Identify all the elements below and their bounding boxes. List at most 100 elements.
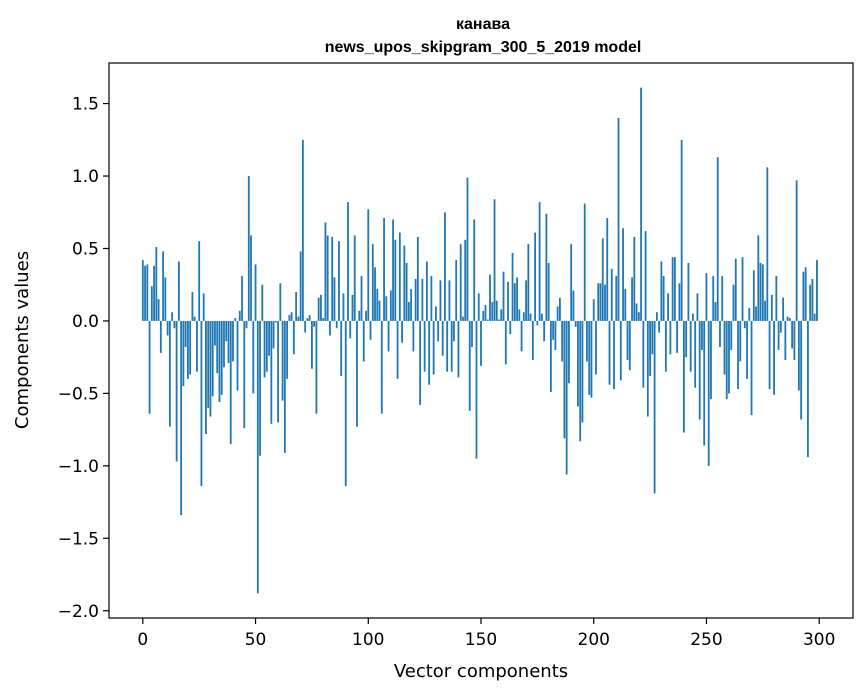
bar [162,251,165,321]
bar [475,320,478,459]
bar [549,320,552,392]
bar [342,293,345,321]
bar [604,284,606,321]
bar [696,293,699,321]
bar [527,244,530,321]
bar [559,297,561,321]
bar [779,320,782,333]
bar [198,241,201,321]
bar [633,236,636,321]
bar [504,320,507,365]
bar [209,320,212,417]
bar [759,262,762,321]
bar [241,276,243,321]
bar [295,291,298,321]
x-tick-label: 0 [137,630,148,650]
bar [301,139,304,321]
bar [561,320,564,362]
bar [270,320,273,424]
bar [435,306,437,321]
bar [613,320,615,390]
bar [365,310,367,321]
bar [428,320,431,385]
bar [703,320,706,446]
bar [423,320,426,372]
bar [437,320,440,342]
bar [766,167,769,321]
bar [168,320,171,427]
y-tick-label: −1.5 [58,529,99,549]
bar [635,303,638,321]
bar [471,320,473,348]
bar [290,312,293,321]
bar [710,320,712,400]
bar [649,320,651,377]
bar [712,276,715,321]
bar [791,320,794,349]
bar [247,176,250,321]
bar [807,320,809,458]
bar [430,276,433,321]
y-tick-label: −1.0 [58,457,99,477]
bar [511,252,514,321]
bar [205,320,207,434]
bar [757,235,760,321]
bar [189,320,192,375]
bar [446,320,449,372]
bar [480,320,482,366]
bar [608,320,611,385]
bar [568,320,570,384]
bar [658,320,661,333]
bar [416,236,419,321]
x-axis-ticks: 0 50 100 150 200 250 300 [137,618,835,650]
bar [701,320,703,350]
bar [329,320,331,336]
bar [653,320,656,494]
bar [322,318,325,321]
bar [631,277,633,321]
bar [536,320,539,326]
bar [477,293,480,321]
bar [196,320,198,372]
bar [155,247,158,321]
bar [392,219,394,321]
bar [358,310,361,321]
bar [385,296,388,321]
bar [685,320,688,358]
bar [286,320,289,379]
bar [229,320,232,445]
bar [570,244,573,321]
bar [678,283,681,321]
bar [595,320,597,375]
bar [299,251,302,321]
bar [484,305,487,321]
bar [146,264,149,321]
bar [468,320,471,411]
bar [405,262,408,321]
bar [220,320,223,395]
y-tick-label: 1.5 [72,95,99,115]
bar [410,289,413,321]
bar [482,310,485,321]
bar [191,291,194,321]
bar [554,320,557,350]
bar [498,319,500,321]
bar [232,320,234,362]
bar [459,244,462,321]
bar [637,312,640,321]
y-tick-label: 0.0 [72,312,99,332]
bar [453,320,455,342]
bar [225,320,228,342]
y-tick-label: 1.0 [72,167,99,187]
bar [407,302,410,321]
x-tick-label: 250 [690,630,722,650]
bar [473,219,476,321]
bar [380,320,383,414]
x-tick-label: 50 [245,630,267,650]
bar [507,281,509,321]
bar [572,290,575,321]
bar [680,139,683,321]
bar [421,278,424,321]
bar [534,232,537,321]
bar [590,320,593,398]
